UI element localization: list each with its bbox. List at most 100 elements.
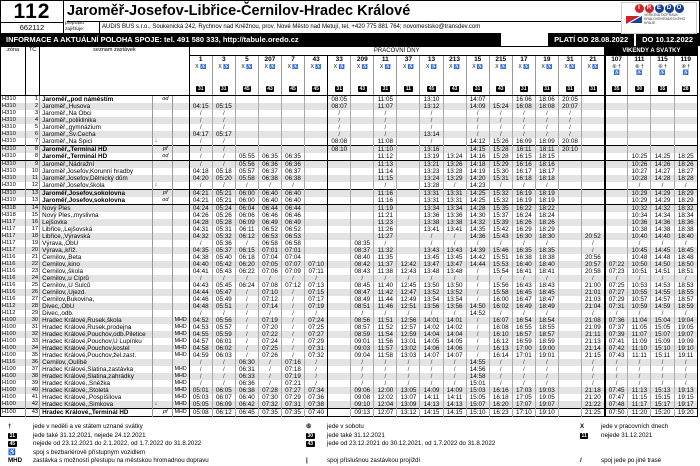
time-cell: 11:13: [627, 387, 651, 394]
zone-cell: H100: [0, 338, 27, 345]
time-cell: 12:07: [373, 408, 397, 417]
time-cell: 07:12: [257, 296, 282, 303]
time-cell: /: [534, 380, 559, 387]
time-cell: 12:43: [396, 268, 420, 275]
time-cell: 21:20: [581, 394, 605, 401]
time-cell: 13:26: [442, 160, 467, 168]
time-cell: /: [304, 373, 328, 380]
time-cell: 20:05: [557, 95, 582, 103]
stop-row: H100 39 Hradec Králové,,Sněžka MHD //06:36/0…: [0, 380, 698, 387]
time-cell: [603, 145, 628, 153]
time-cell: 06:06: [234, 212, 259, 219]
time-cell: 15:28: [488, 145, 513, 153]
time-cell: 06:20: [234, 261, 259, 268]
time-cell: 07:07: [281, 261, 305, 268]
time-cell: 11:40: [373, 282, 397, 289]
time-cell: 14:04: [442, 331, 467, 338]
time-cell: 16:59: [511, 338, 536, 345]
time-cell: 13:41: [419, 226, 444, 233]
time-cell: 07:06: [257, 268, 282, 275]
stop-name-cell: Jaroměř,,Nádražní: [39, 160, 153, 168]
trip-note-badge: 31: [557, 77, 582, 96]
time-cell: 13:07: [396, 394, 420, 401]
zone-cell: H100: [0, 373, 27, 380]
time-cell: [557, 394, 582, 401]
time-cell: 07:24: [257, 338, 282, 345]
time-cell: 16:07: [488, 317, 513, 324]
time-cell: /: [188, 182, 213, 190]
time-cell: [304, 189, 328, 197]
legend-symbol: 43: [306, 440, 324, 449]
time-cell: 06:58: [281, 240, 305, 247]
trip-number: 213: [442, 55, 467, 64]
time-cell: [327, 387, 351, 394]
time-cell: /: [673, 240, 698, 247]
mhd-badge: [172, 212, 190, 219]
time-cell: 10:25: [627, 153, 651, 161]
stop-name-cell: Černilov,,u Cíprů: [39, 275, 153, 282]
stop-row: H310 12 Jaroměř,Josefov,škola ↓ / / / / //13:28/…: [0, 182, 698, 190]
time-cell: /: [557, 117, 582, 124]
time-cell: [603, 254, 628, 261]
time-cell: 07:36: [603, 317, 628, 324]
time-cell: /: [419, 138, 444, 146]
trip-note-badge: 43: [350, 77, 374, 96]
arrow-spacer: [152, 212, 159, 219]
time-cell: 15:46: [488, 247, 513, 254]
time-cell: /: [373, 380, 397, 387]
arrow-spacer: [152, 145, 160, 153]
time-cell: 09:06: [350, 387, 374, 394]
time-cell: 07:30: [257, 394, 282, 401]
legend-symbol: [306, 449, 324, 458]
time-cell: [557, 226, 582, 233]
time-cell: 07:22: [603, 261, 628, 268]
legend-symbol: /: [580, 457, 582, 464]
stop-number-cell: 26: [25, 289, 41, 296]
legend-text: jede také 31.12.2021: [327, 431, 385, 439]
time-cell: [350, 197, 374, 205]
trip-symbols: X ♿: [188, 64, 213, 77]
time-cell: [673, 131, 698, 138]
time-cell: /: [673, 380, 698, 387]
time-cell: [396, 117, 420, 124]
time-cell: /: [442, 240, 467, 247]
mhd-badge: MHD: [172, 338, 190, 345]
mhd-badge: [172, 233, 190, 240]
trip-note-badge: 45: [234, 77, 259, 96]
trip-symbols: X ♿: [396, 64, 420, 77]
time-cell: /: [650, 359, 675, 366]
time-cell: 20:08: [557, 138, 582, 146]
time-cell: /: [557, 131, 582, 138]
time-cell: 13:05: [396, 387, 420, 394]
time-cell: [557, 268, 582, 275]
time-cell: /: [234, 317, 259, 324]
stop-name-cell: Lejšovka: [39, 219, 153, 226]
time-cell: /: [603, 380, 628, 387]
stop-row: H100 31 Hradec Králové,Rusek,prodejna MHD 04…: [0, 324, 698, 331]
stop-number-cell: 17: [25, 226, 41, 233]
time-cell: [257, 95, 282, 103]
zone-cell: H318: [0, 204, 27, 212]
time-cell: 07:27: [603, 289, 628, 296]
time-cell: [673, 103, 698, 110]
time-cell: /: [534, 359, 559, 366]
time-cell: /: [465, 331, 490, 338]
trip-number: 37: [396, 55, 420, 64]
time-cell: 14:07: [442, 352, 467, 359]
time-cell: 18:30: [534, 233, 559, 240]
time-cell: 05:56: [234, 160, 259, 168]
time-cell: [650, 131, 675, 138]
time-cell: [304, 131, 328, 138]
time-cell: [557, 182, 582, 190]
time-cell: /: [373, 373, 397, 380]
time-cell: 06:00: [234, 189, 259, 197]
time-cell: 18:22: [534, 204, 559, 212]
trip-number: 21: [581, 55, 605, 64]
time-cell: [581, 124, 605, 131]
time-cell: 10:38: [627, 226, 651, 233]
time-cell: [603, 95, 628, 103]
time-cell: 16:22: [511, 204, 536, 212]
stop-row: H117 18 Libřice,,Výravská 04:32 05:32 06:12 06…: [0, 233, 698, 240]
iredo-letter-badge: E: [654, 4, 664, 13]
mhd-badge: [172, 268, 190, 275]
